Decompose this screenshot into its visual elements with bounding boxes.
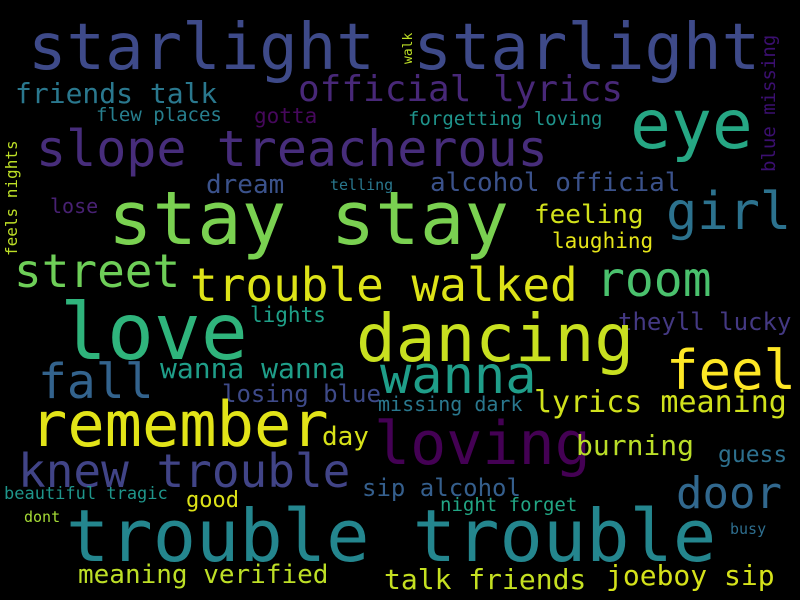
word-starlight-starlight: starlight starlight	[28, 11, 761, 85]
word-loving: loving	[374, 409, 591, 479]
word-door: door	[676, 468, 782, 519]
word-friends-talk: friends talk	[15, 77, 218, 110]
word-busy: busy	[730, 520, 767, 538]
word-good: good	[186, 488, 239, 513]
word-trouble-trouble: trouble trouble	[66, 494, 717, 578]
word-flew-places: flew places	[96, 104, 222, 126]
word-losing-blue: losing blue	[222, 380, 381, 408]
word-slope-treacherous: slope treacherous	[36, 120, 548, 178]
word-talk-friends: talk friends	[384, 563, 587, 596]
word-guess: guess	[718, 442, 788, 468]
word-love: love	[60, 288, 248, 378]
word-gotta: gotta	[254, 104, 318, 128]
word-wanna-wanna: wanna wanna	[160, 352, 346, 385]
word-laughing: laughing	[552, 229, 654, 253]
word-burning: burning	[576, 429, 695, 462]
word-meaning-verified: meaning verified	[78, 560, 329, 590]
word-theyll-lucky: theyll lucky	[618, 308, 792, 336]
word-missing-dark: missing dark	[378, 392, 523, 416]
word-lights: lights	[250, 303, 326, 327]
word-wanna: wanna	[380, 346, 537, 406]
word-remember: remember	[30, 388, 329, 461]
word-girl: girl	[666, 182, 792, 242]
word-eye: eye	[630, 86, 753, 165]
word-day: day	[322, 422, 369, 452]
word-lyrics-meaning: lyrics meaning	[534, 385, 787, 420]
word-official-lyrics: official lyrics	[298, 69, 624, 110]
word-feel: feel	[666, 339, 797, 402]
word-forgetting-loving: forgetting loving	[408, 108, 603, 130]
word-fall: fall	[38, 354, 154, 410]
word-joeboy-sip: joeboy sip	[606, 559, 775, 592]
word-dancing: dancing	[356, 300, 635, 377]
word-alcohol-official: alcohol official	[430, 168, 681, 198]
word-beautiful-tragic: beautiful tragic	[4, 484, 168, 504]
word-trouble-walked: trouble walked	[190, 258, 578, 312]
word-blue-missing: blue missing	[758, 34, 780, 172]
word-lose: lose	[50, 194, 99, 218]
word-room: room	[596, 252, 712, 308]
word-night-forget: night forget	[440, 494, 578, 516]
word-dream: dream	[206, 170, 285, 200]
word-feels-nights: feels nights	[2, 140, 21, 256]
word-telling: telling	[330, 176, 394, 194]
word-knew-trouble: knew trouble	[18, 444, 351, 498]
word-feeling: feeling	[534, 200, 644, 230]
word-sip-alcohol: sip alcohol	[362, 474, 521, 502]
word-street: street	[14, 244, 181, 298]
word-stay-stay: stay stay	[108, 176, 509, 262]
word-dont: dont	[24, 508, 61, 526]
word-walk: walk	[401, 32, 416, 64]
